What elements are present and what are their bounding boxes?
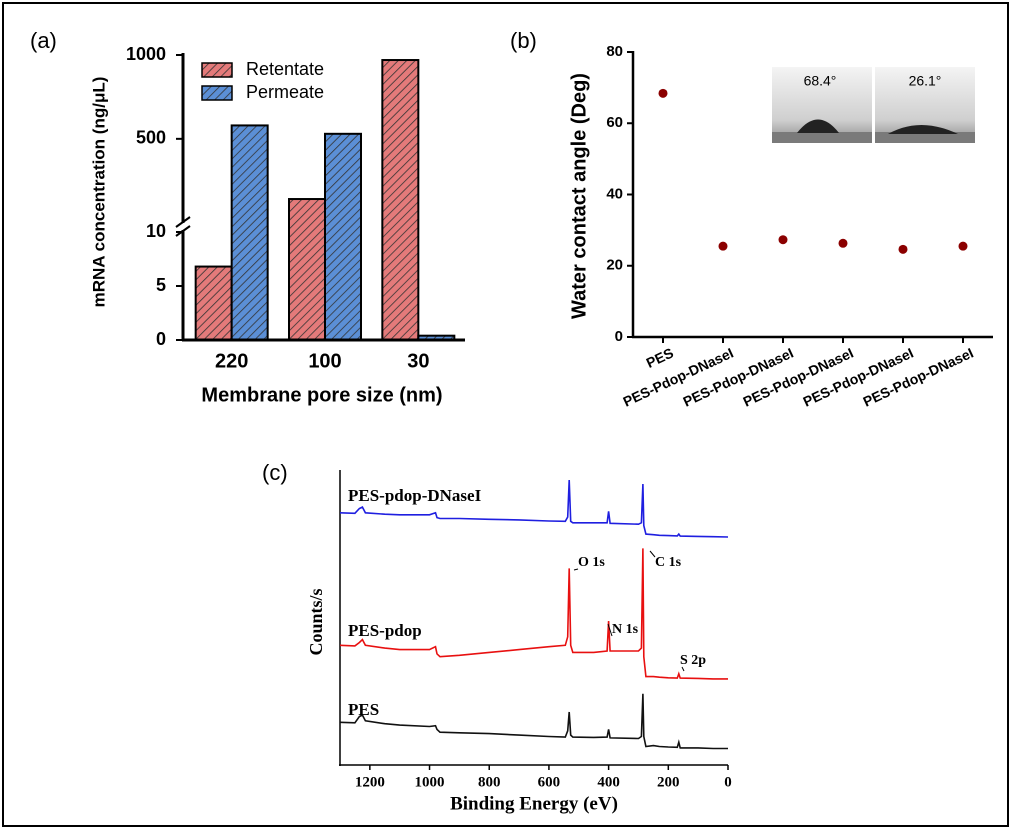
x-tick-label: 800 (478, 774, 501, 790)
bar (324, 132, 362, 341)
panel-label: (a) (30, 28, 57, 53)
series-label: PES-pdop (348, 621, 422, 640)
y-tick-label: 0 (615, 328, 623, 345)
x-tick-label: 400 (597, 774, 620, 790)
annotation-leader (681, 666, 685, 672)
point (658, 88, 668, 98)
y-tick-label: 10 (146, 221, 166, 241)
annotation-leader (649, 550, 656, 558)
inset-label: 68.4° (804, 73, 837, 89)
x-tick-label: PES-Pdop-DNaseI (860, 345, 975, 410)
point (838, 238, 848, 248)
legend-label: Retentate (246, 59, 324, 79)
x-axis-label: Binding Energy (eV) (450, 793, 618, 814)
x-tick-label: 1200 (355, 774, 385, 790)
bar (288, 198, 326, 341)
y-tick-label: 500 (136, 128, 166, 148)
point (898, 244, 908, 254)
point (778, 235, 788, 245)
series-label: PES-pdop-DNaseI (348, 486, 482, 505)
x-tick-label: 1000 (415, 774, 445, 790)
axis-break (175, 216, 191, 228)
peak-label: C 1s (655, 555, 682, 570)
y-tick-label: 5 (156, 275, 166, 295)
spectrum-line (339, 479, 729, 538)
y-tick-label: 80 (606, 43, 623, 60)
x-axis-label: Membrane pore size (nm) (201, 384, 442, 406)
x-tick-label: 220 (215, 350, 248, 372)
inset-substrate (772, 132, 872, 143)
inset-droplet (797, 119, 839, 133)
legend-swatch (201, 62, 233, 78)
legend-label: Permeate (246, 82, 324, 102)
y-tick-label: 60 (606, 114, 623, 131)
inset-substrate (875, 132, 975, 143)
bar (381, 59, 420, 341)
y-tick-label: 0 (156, 329, 166, 349)
point (958, 241, 968, 251)
inset-label: 26.1° (909, 73, 942, 89)
y-tick-label: 40 (606, 185, 623, 202)
peak-label: O 1s (578, 555, 605, 570)
annotation-leader (607, 623, 613, 637)
x-tick-label: 0 (724, 774, 732, 790)
point (718, 241, 728, 251)
peak-label: N 1s (612, 622, 639, 637)
spectrum-line (339, 548, 728, 680)
x-tick-label: 100 (308, 350, 341, 372)
bar (194, 265, 233, 341)
y-tick-label: 20 (606, 257, 623, 274)
spectrum-line (339, 693, 728, 750)
bar (230, 124, 269, 341)
x-tick-label: 600 (538, 774, 561, 790)
y-tick-label: 1000 (126, 44, 166, 64)
series-label: PES (348, 700, 379, 719)
legend-swatch (201, 85, 233, 101)
y-axis-label: Water contact angle (Deg) (568, 73, 590, 319)
x-tick-label: PES (644, 345, 676, 371)
y-axis-label: Counts/s (306, 588, 326, 655)
panel-label: (c) (262, 460, 288, 485)
y-axis-label: mRNA concentration (ng/μL) (89, 77, 108, 308)
peak-label: S 2p (680, 653, 706, 668)
annotation-leader (573, 568, 579, 571)
inset-droplet (888, 125, 958, 134)
x-tick-label: 200 (657, 774, 680, 790)
x-tick-label: 30 (407, 350, 429, 372)
panel-label: (b) (510, 28, 537, 53)
